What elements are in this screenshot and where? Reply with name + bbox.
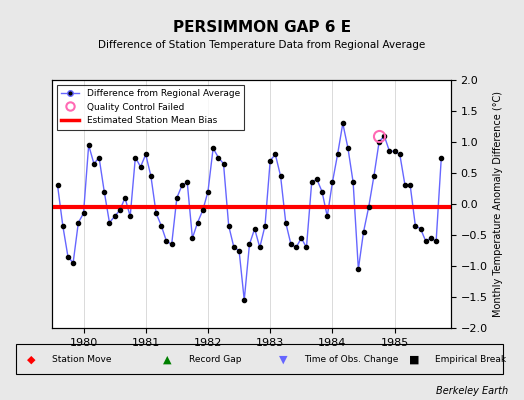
Text: Time of Obs. Change: Time of Obs. Change — [304, 356, 398, 364]
Text: PERSIMMON GAP 6 E: PERSIMMON GAP 6 E — [173, 20, 351, 35]
Text: Difference of Station Temperature Data from Regional Average: Difference of Station Temperature Data f… — [99, 40, 425, 50]
Text: ■: ■ — [409, 355, 419, 365]
Text: Record Gap: Record Gap — [189, 356, 241, 364]
Text: ▼: ▼ — [279, 355, 287, 365]
Text: Berkeley Earth: Berkeley Earth — [436, 386, 508, 396]
Text: Empirical Break: Empirical Break — [435, 356, 506, 364]
Y-axis label: Monthly Temperature Anomaly Difference (°C): Monthly Temperature Anomaly Difference (… — [493, 91, 503, 317]
Text: Station Move: Station Move — [52, 356, 112, 364]
Legend: Difference from Regional Average, Quality Control Failed, Estimated Station Mean: Difference from Regional Average, Qualit… — [57, 84, 245, 130]
Text: ▲: ▲ — [163, 355, 172, 365]
Text: ◆: ◆ — [27, 355, 36, 365]
